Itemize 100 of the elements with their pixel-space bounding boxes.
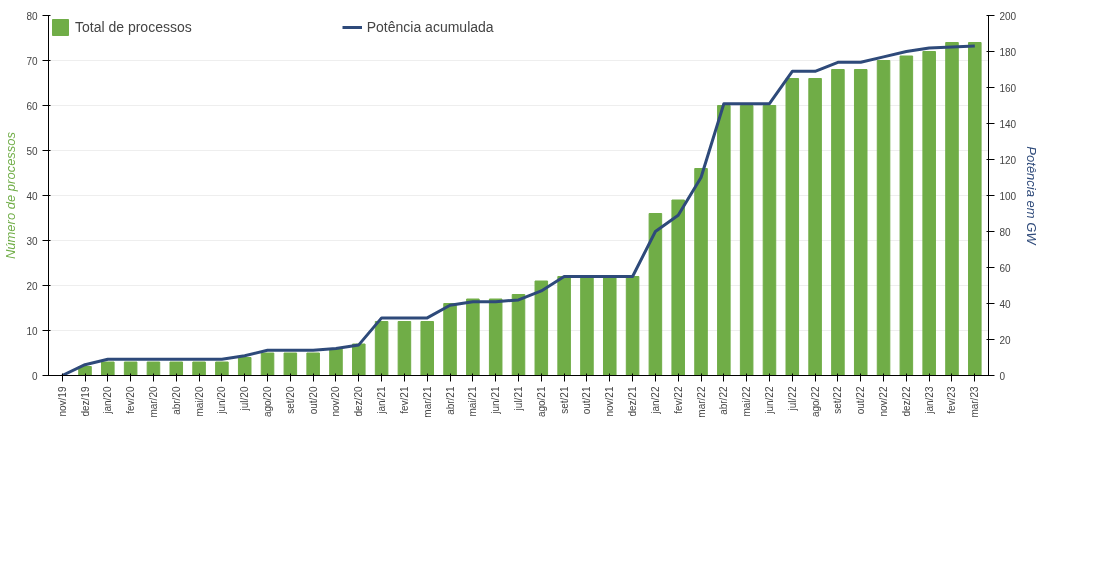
x-tick-label: ago/20	[262, 386, 274, 418]
x-tick-label: abr/22	[718, 386, 730, 415]
x-tick-label: fev/22	[672, 386, 684, 414]
x-tick-label: out/22	[855, 386, 867, 415]
line-series	[60, 44, 977, 376]
x-tick-label: jul/22	[786, 386, 798, 412]
bar	[329, 348, 343, 376]
x-tick-label: abr/21	[444, 386, 456, 415]
y-tick-label: 60	[26, 100, 38, 112]
y2-tick-label: 200	[999, 10, 1017, 22]
x-tick-label: abr/20	[170, 386, 182, 415]
x-tick-label: jan/23	[923, 386, 935, 415]
legend-label: Total de processos	[75, 19, 192, 35]
y2-tick-label: 180	[999, 46, 1017, 58]
x-tick-label: set/22	[832, 386, 844, 414]
y-tick-label: 70	[26, 55, 38, 67]
x-tick-label: mai/20	[193, 386, 205, 417]
x-tick-label: nov/21	[604, 386, 616, 417]
y-tick-label: 10	[26, 325, 38, 337]
bar	[466, 298, 480, 376]
bar	[557, 276, 571, 376]
bar	[397, 321, 412, 376]
bar	[580, 276, 594, 376]
x-tick-label: ago/21	[535, 386, 547, 418]
x-tick-label: jul/21	[513, 386, 524, 412]
bar	[831, 69, 845, 376]
bar	[808, 78, 822, 376]
x-tick-label: out/21	[581, 386, 593, 415]
y2-tick-label: 160	[999, 82, 1017, 94]
x-tick-label: dez/21	[627, 386, 639, 417]
bar	[169, 361, 184, 376]
bar	[215, 361, 229, 376]
x-tick-label: jan/22	[649, 386, 661, 415]
bar	[260, 352, 275, 376]
bar	[899, 55, 914, 376]
y2-tick-label: 60	[999, 262, 1012, 274]
x-tick-label: mai/22	[741, 386, 753, 417]
bar	[648, 213, 663, 376]
bar	[968, 42, 982, 376]
bar	[146, 361, 161, 376]
y-tick-label: 40	[26, 190, 38, 202]
bar	[671, 199, 685, 376]
bar	[785, 78, 800, 376]
x-tick-label: fev/23	[946, 386, 958, 414]
y-tick-label: 20	[26, 280, 38, 292]
bar	[283, 352, 298, 376]
y2-axis-title: Potência em GW	[1024, 146, 1040, 247]
x-tick-label: dez/20	[353, 386, 365, 417]
x-tick-label: dez/22	[900, 386, 912, 417]
y-tick-label: 30	[26, 235, 38, 247]
bar	[717, 105, 731, 376]
bar	[534, 280, 549, 376]
bar	[694, 168, 708, 376]
x-tick-label: mai/21	[467, 386, 479, 417]
y2-tick-label: 40	[999, 298, 1012, 310]
x-tick-label: mar/23	[969, 386, 981, 418]
x-tick-label: nov/19	[56, 386, 68, 417]
x-tick-label: jan/20	[102, 386, 114, 415]
bar	[306, 352, 320, 376]
x-tick-label: fev/20	[125, 386, 137, 414]
bar	[192, 361, 206, 376]
legend-label: Potência acumulada	[366, 19, 494, 35]
bar	[488, 298, 503, 376]
x-tick-label: jun/20	[216, 386, 228, 415]
y2-tick-label: 140	[999, 118, 1017, 130]
x-tick-label: jul/20	[239, 386, 251, 412]
x-tick-label: jun/21	[490, 386, 502, 415]
y2-tick-label: 80	[999, 226, 1012, 238]
bar	[352, 343, 366, 376]
x-tick-label: out/20	[307, 386, 319, 415]
bar	[123, 361, 138, 376]
bar	[420, 321, 435, 376]
bar	[101, 361, 115, 376]
bar	[443, 303, 457, 376]
x-tick-label: jun/22	[763, 386, 775, 415]
bar	[853, 69, 868, 376]
bar	[374, 321, 389, 376]
x-tick-label: jan/21	[376, 386, 388, 415]
x-tick-label: nov/20	[330, 386, 342, 417]
y2-tick-label: 100	[999, 190, 1017, 202]
x-tick-label: mar/20	[147, 386, 159, 418]
y-tick-label: 0	[31, 370, 38, 382]
x-tick-label: fev/21	[398, 386, 410, 414]
bar	[625, 276, 640, 376]
bar	[602, 276, 617, 376]
bar	[739, 105, 754, 376]
y2-tick-label: 0	[999, 370, 1006, 382]
y-tick-label: 80	[26, 10, 38, 22]
x-tick-label: dez/19	[79, 386, 91, 417]
y2-tick-label: 20	[999, 334, 1012, 346]
x-tick-label: set/20	[284, 386, 296, 414]
x-tick-label: set/21	[558, 386, 570, 414]
bar	[237, 357, 252, 376]
bar	[876, 60, 891, 376]
bar	[945, 42, 959, 376]
y-axis-title: Número de processos	[3, 131, 19, 260]
bar	[762, 105, 777, 376]
bar	[922, 51, 936, 376]
y-tick-label: 50	[26, 145, 38, 157]
x-tick-label: mar/22	[695, 386, 707, 418]
